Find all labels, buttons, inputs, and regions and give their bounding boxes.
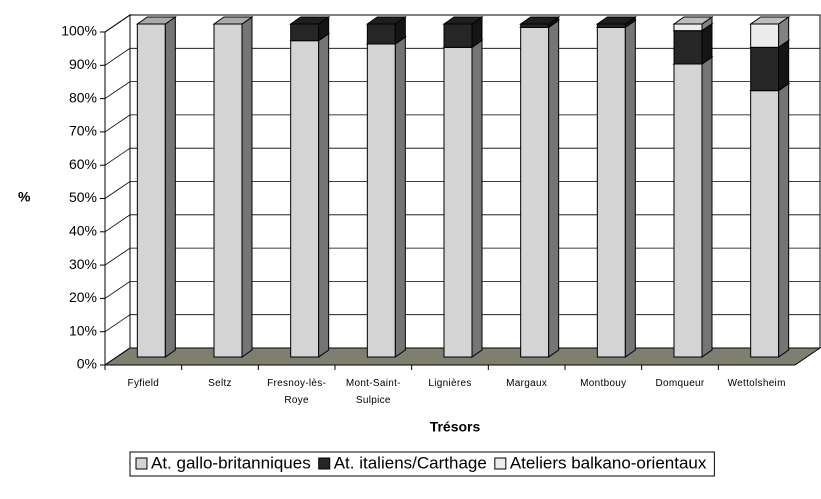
bar-segment: [443, 46, 473, 358]
bar-segment: [290, 23, 320, 42]
bar-side: [701, 55, 713, 358]
y-tick-label: 80%: [69, 89, 97, 105]
bar-segment: [290, 40, 320, 358]
bar-segment: [366, 23, 396, 45]
grid-line: [104, 114, 820, 133]
bar-top: [519, 16, 561, 25]
y-tick-label: 30%: [69, 256, 97, 272]
bar-top: [672, 16, 714, 25]
grid-line: [104, 47, 820, 66]
y-tick-label: 20%: [69, 289, 97, 305]
bar-segment: [750, 90, 780, 358]
bar-top: [365, 16, 407, 25]
grid-line: [104, 214, 820, 233]
bar-side: [548, 19, 560, 358]
bar-side: [394, 36, 406, 358]
legend-label: At. italiens/Carthage: [334, 453, 487, 472]
bar-side: [624, 19, 636, 358]
grid-line: [104, 314, 820, 333]
y-tick-label: 10%: [69, 322, 97, 338]
bar-top: [289, 16, 331, 25]
y-axis-title: %: [18, 189, 31, 205]
y-tick-label: 40%: [69, 223, 97, 239]
y-tick-label: 0%: [77, 356, 97, 372]
x-tick-label: Fyfield: [127, 378, 160, 389]
x-tick-label: Seltz: [208, 378, 232, 389]
legend-label: Ateliers balkano-orientaux: [510, 453, 707, 472]
legend-swatch: [494, 457, 507, 470]
legend-swatch: [135, 457, 148, 470]
bar-segment: [750, 23, 780, 48]
y-tick-label: 50%: [69, 189, 97, 205]
bar-side: [778, 39, 790, 92]
bar-top: [749, 16, 791, 25]
bar-segment: [673, 30, 703, 65]
y-tick-label: 70%: [69, 123, 97, 139]
bar-top: [212, 16, 254, 25]
x-tick-label: Montbouy: [580, 378, 627, 389]
grid-line: [104, 181, 820, 199]
legend-label: At. gallo-britanniques: [151, 453, 311, 472]
y-tick-label: 60%: [69, 156, 97, 172]
bar-segment: [213, 23, 243, 358]
grid-line: [104, 280, 820, 299]
bar-segment: [750, 46, 780, 92]
x-tick-label: Wettolsheim: [727, 378, 786, 389]
x-tick-label: Mont-Saint-Sulpice: [345, 378, 401, 406]
x-tick-label: Margaux: [506, 378, 548, 389]
grid-line: [104, 147, 820, 166]
bar-segment: [443, 23, 473, 48]
grid-line: [104, 81, 820, 99]
bar-segment: [596, 26, 626, 358]
grid-line: [104, 14, 820, 33]
bar-segment: [673, 23, 703, 32]
y-tick-label: 90%: [69, 56, 97, 72]
bar-top: [135, 16, 177, 25]
x-tick-label: Fresnoy-lès-Roye: [267, 378, 327, 406]
grid-line: [104, 247, 820, 266]
bar-side: [241, 16, 253, 358]
bar-top: [595, 16, 637, 25]
bar-segment: [136, 23, 166, 358]
bar-top: [442, 16, 484, 25]
bar-side: [778, 82, 790, 358]
bar-segment: [673, 63, 703, 358]
legend-swatch: [318, 457, 331, 470]
bar-segment: [366, 43, 396, 358]
y-tick-label: 100%: [61, 23, 97, 39]
x-tick-label: Domqueur: [655, 378, 705, 389]
bar-side: [164, 16, 176, 358]
bar-segment: [520, 26, 550, 358]
x-tick-label: Lignières: [428, 378, 472, 389]
legend-box: [129, 451, 715, 477]
x-axis-title: Trésors: [430, 419, 481, 435]
bar-side: [471, 39, 483, 358]
bar-side: [318, 32, 330, 358]
